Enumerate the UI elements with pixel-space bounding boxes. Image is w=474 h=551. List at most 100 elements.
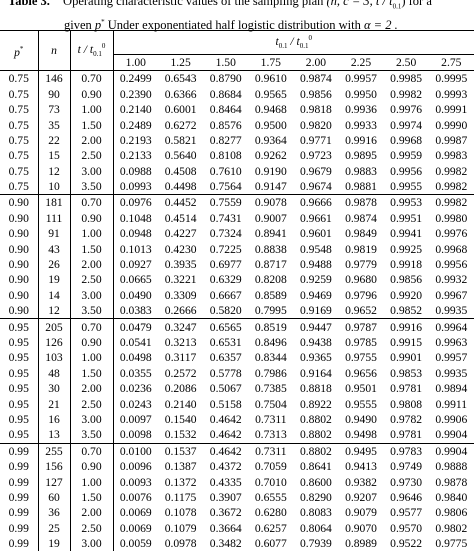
table-cell: 22 <box>38 132 71 149</box>
table-cell: 0.4335 <box>209 475 242 489</box>
table-cell: 0.9878 <box>435 475 468 489</box>
table-cell: 0.9894 <box>435 382 468 396</box>
table-cell: 0.9911 <box>435 397 468 411</box>
table-cell: 0.9950 <box>345 87 377 101</box>
caption-alpha: α = 2 . <box>363 17 398 32</box>
table-cell: 0.9819 <box>345 242 377 256</box>
table-cell: 0.8989 <box>345 537 377 551</box>
table-row: 0.75 12 3.00 0.0988 0.4508 0.7610 0.9190 0.9679… <box>0 163 474 179</box>
table-cell: 0.6001 <box>164 103 197 117</box>
table-cell: 0.95 <box>0 350 39 366</box>
table-cell: 0.9679 <box>299 164 332 178</box>
table-cell: 0.9933 <box>345 118 377 132</box>
table-cell: 0.8108 <box>209 149 242 163</box>
table-cell: 0.0355 <box>119 366 152 380</box>
table-cell: 0.70 <box>70 442 114 459</box>
table-cell: 0.9755 <box>345 351 377 365</box>
table-cell: 0.3482 <box>209 537 242 551</box>
table-cell: 0.90 <box>70 334 114 351</box>
table-cell: 0.1079 <box>164 521 197 535</box>
table-cell: 0.75 <box>0 163 39 179</box>
table-row: 0.95 126 0.90 0.0541 0.3213 0.6531 0.8496 0.943… <box>0 334 474 351</box>
table-cell: 0.9674 <box>299 180 332 194</box>
table-cell: 0.9382 <box>345 475 377 489</box>
table-cell: 0.9666 <box>293 194 339 211</box>
header-sub: 0.1 <box>93 50 102 59</box>
table-row: 0.95 13 3.50 0.0098 0.1532 0.4642 0.7313 0.8802… <box>0 427 474 444</box>
table-cell: 127 <box>38 474 71 490</box>
table-cell: 0.6077 <box>254 537 287 551</box>
table-cell: 0.9646 <box>390 490 423 504</box>
table-cell: 0.7311 <box>255 412 287 426</box>
table-cell: 0.9522 <box>390 537 423 551</box>
table-cell: 0.9749 <box>390 460 423 474</box>
column-header: 1.50 <box>203 54 249 72</box>
table-cell: 0.9956 <box>390 164 423 178</box>
table-cell: 0.8496 <box>254 336 287 349</box>
table-cell: 15 <box>38 148 71 164</box>
table-cell: 0.8208 <box>254 273 287 287</box>
table-cell: 0.99 <box>0 474 39 490</box>
table-cell: 0.2390 <box>119 87 152 101</box>
table-cell: 0.9856 <box>390 273 423 287</box>
table-cell: 0.9968 <box>435 242 468 256</box>
table-cell: 0.7559 <box>203 194 249 211</box>
table-cell: 0.9164 <box>299 366 332 380</box>
table-cell: 0.9781 <box>390 382 423 396</box>
table-cell: 0.9878 <box>338 194 384 211</box>
column-header: 2.50 <box>383 54 429 72</box>
table-cell: 0.7610 <box>209 164 242 178</box>
table: p* n t / t0.10 t0.1 / t0.10 1.00 1.25 1.50… <box>0 29 474 551</box>
table-cell: 0.0948 <box>119 227 152 241</box>
table-cell: 19 <box>38 272 71 288</box>
table-cell: 0.6531 <box>209 336 242 349</box>
caption-sub: 0.1 <box>392 2 402 11</box>
table-cell: 0.9207 <box>345 490 377 504</box>
table-cell: 3.50 <box>70 303 114 319</box>
table-cell: 0.99 <box>0 535 39 551</box>
table-cell: 0.90 <box>0 210 39 227</box>
table-cell: 0.0498 <box>119 351 152 365</box>
table-cell: 0.1532 <box>164 428 197 442</box>
table-cell: 0.70 <box>70 318 114 335</box>
table-cell: 10 <box>38 178 71 195</box>
table-cell: 0.6977 <box>209 258 242 272</box>
table-cell: 0.95 <box>0 365 39 381</box>
table-cell: 0.9915 <box>390 336 423 349</box>
table-cell: 0.7311 <box>248 442 294 459</box>
table-cell: 0.4642 <box>209 428 242 442</box>
table-cell: 0.7385 <box>254 382 287 396</box>
table-cell: 0.0069 <box>119 506 152 520</box>
table-cell: 205 <box>38 318 71 335</box>
table-cell: 0.2489 <box>119 118 152 132</box>
table-cell: 2.00 <box>70 256 114 273</box>
table-cell: 0.9888 <box>435 460 468 474</box>
table-cell: 255 <box>38 442 71 459</box>
table-cell: 3.00 <box>70 535 114 551</box>
table-cell: 0.9968 <box>390 133 423 147</box>
table-cell: 0.9495 <box>338 442 384 459</box>
table-cell: 0.4227 <box>164 227 197 241</box>
table-row: 0.99 156 0.90 0.0096 0.1387 0.4372 0.7059 0.864… <box>0 458 474 475</box>
table-cell: 0.9995 <box>435 72 468 86</box>
table-cell: 3.00 <box>70 163 114 179</box>
table-cell: 0.9956 <box>435 258 468 272</box>
table-cell: 0.1078 <box>164 506 197 520</box>
table-cell: 30 <box>38 380 71 397</box>
table-cell: 0.9577 <box>390 506 423 520</box>
table-cell: 0.8802 <box>293 442 339 459</box>
table-cell: 0.9802 <box>435 521 468 535</box>
header-text: / t <box>287 34 300 48</box>
table-row: 0.75 15 2.50 0.2133 0.5640 0.8108 0.9262 0.9723… <box>0 148 474 164</box>
table-cell: 0.8717 <box>254 258 287 272</box>
table-cell: 0.4498 <box>164 180 197 194</box>
table-cell: 0.90 <box>70 458 114 475</box>
table-cell: 0.7313 <box>254 428 287 442</box>
header-text: t / t <box>77 42 94 56</box>
table-cell: 0.90 <box>0 256 39 273</box>
table-cell: 0.95 <box>0 334 39 351</box>
table-cell: 0.9413 <box>345 460 377 474</box>
table-cell: 2.00 <box>70 380 114 397</box>
table-cell: 0.5821 <box>164 133 197 147</box>
table-cell: 0.2086 <box>164 382 197 396</box>
